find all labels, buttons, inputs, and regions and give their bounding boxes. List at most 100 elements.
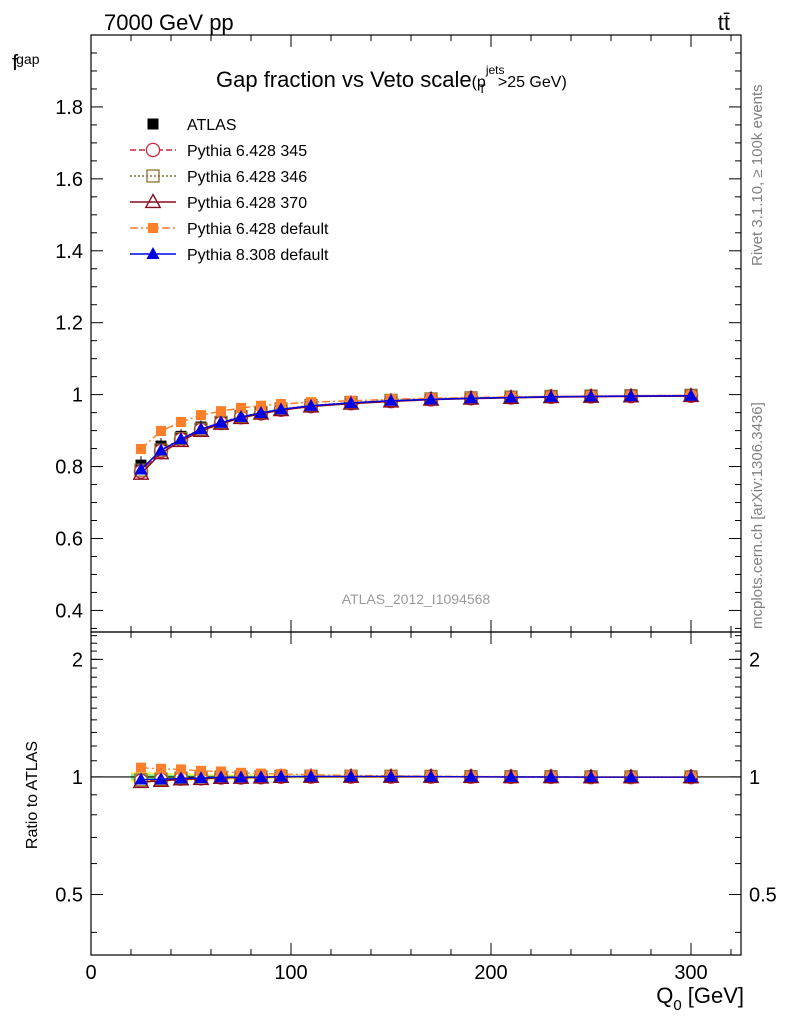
ratio-point <box>154 772 168 785</box>
ratio-point <box>544 769 558 782</box>
ratio-point <box>194 771 208 784</box>
legend-label: ATLAS <box>187 117 237 134</box>
series-point <box>155 425 167 437</box>
chart-title: Gap fraction vs Veto scale(pjets T >25 GeV… <box>216 63 567 96</box>
main-plot-panel: 0.4 0.6 0.8 1 1.2 1.4 1.6 1.8 <box>55 34 742 955</box>
ratio-tick-label-left: 0.5 <box>55 885 83 907</box>
ratio-point <box>624 770 638 783</box>
series-point <box>135 443 147 454</box>
series-point <box>304 398 318 411</box>
ratio-point <box>155 763 167 774</box>
ratio-plot-frame <box>90 631 742 956</box>
series-point <box>255 400 267 411</box>
ratio-point <box>424 769 438 782</box>
legend-label: Pythia 6.428 default <box>187 221 329 238</box>
series-point <box>424 392 438 405</box>
header-right: tt̄ <box>718 10 730 35</box>
rivet-info: Rivet 3.1.10, ≥ 100k events <box>749 84 766 266</box>
legend-marker <box>145 142 161 158</box>
ratio-series-pythia-8-308-default <box>134 769 698 785</box>
legend: ATLAS Pythia 6.428 345 Pythia 6.428 346 Pyt… <box>130 117 329 264</box>
series-point <box>134 462 148 475</box>
series-point <box>195 410 207 421</box>
ratio-point <box>214 770 228 783</box>
series-point <box>464 391 478 404</box>
ratio-plot-panel: 0 100 200 300 0.5 0.5 1 1 2 2 <box>55 631 777 984</box>
legend-item-pythia-6-428-345: Pythia 6.428 345 <box>130 142 307 160</box>
ratio-point <box>135 762 147 773</box>
series-pythia-6-428-345 <box>133 388 699 479</box>
ratio-tick-label-right: 0.5 <box>749 885 777 907</box>
ratio-y-axis-label: Ratio to ATLAS <box>24 741 41 849</box>
series-point <box>234 409 248 422</box>
x-tick-label: 300 <box>674 962 707 984</box>
series-point <box>235 402 247 413</box>
y-tick-label: 1.4 <box>55 241 83 263</box>
legend-label: Pythia 6.428 370 <box>187 195 307 212</box>
legend-marker <box>147 222 159 234</box>
series-point <box>214 415 228 428</box>
y-tick-label: 0.6 <box>55 528 83 550</box>
legend-marker <box>144 193 162 209</box>
legend-marker <box>146 247 160 260</box>
series-point <box>584 389 598 402</box>
series-point <box>544 389 558 402</box>
series-point <box>624 389 638 402</box>
series-point <box>174 432 188 445</box>
analysis-id: ATLAS_2012_I1094568 <box>342 591 491 607</box>
ratio-point <box>344 769 358 782</box>
series-point <box>274 402 288 415</box>
legend-item-pythia-6-428-346: Pythia 6.428 346 <box>130 169 307 186</box>
legend-item-pythia-6-428-default: Pythia 6.428 default <box>130 221 329 238</box>
legend-label: Pythia 6.428 346 <box>187 169 307 186</box>
series-atlas-data <box>135 389 697 475</box>
x-tick-label: 100 <box>274 962 307 984</box>
series-point <box>504 390 518 403</box>
series-point <box>194 422 208 435</box>
ratio-point <box>134 772 148 785</box>
y-axis-label: fgap <box>12 50 40 75</box>
y-tick-label: 1.2 <box>55 313 83 335</box>
legend-item-atlas: ATLAS <box>147 117 237 134</box>
y-tick-label: 1.6 <box>55 169 83 191</box>
ratio-point <box>684 770 698 783</box>
y-tick-label: 0.8 <box>55 457 83 479</box>
series-pythia-6-428-346 <box>134 388 698 477</box>
legend-label: Pythia 6.428 345 <box>187 143 307 160</box>
ratio-point <box>274 769 288 782</box>
ratio-point <box>304 769 318 782</box>
x-tick-label: 200 <box>474 962 507 984</box>
ratio-point <box>584 770 598 783</box>
legend-label: Pythia 8.308 default <box>187 247 329 264</box>
ratio-point <box>464 769 478 782</box>
ratio-point <box>195 765 207 776</box>
ratio-point <box>175 764 187 775</box>
series-point <box>154 443 168 456</box>
y-tick-label: 0.4 <box>55 600 83 622</box>
mcplots-info: mcplots.cern.ch [arXiv:1306.3436] <box>749 402 766 629</box>
series-point <box>254 406 268 419</box>
legend-marker <box>146 169 160 183</box>
series-point <box>384 393 398 406</box>
ratio-tick-label-right: 1 <box>749 767 760 789</box>
series-point <box>344 395 358 408</box>
legend-marker <box>147 118 159 130</box>
ratio-point <box>384 769 398 782</box>
ratio-tick-label-left: 2 <box>72 649 83 671</box>
legend-item-pythia-6-428-370: Pythia 6.428 370 <box>130 193 307 212</box>
series-point <box>684 388 698 401</box>
y-tick-label: 1 <box>72 385 83 407</box>
x-tick-label: 0 <box>85 962 96 984</box>
header-left: 7000 GeV pp <box>104 10 234 35</box>
ratio-tick-label-left: 1 <box>72 767 83 789</box>
series-point <box>175 416 187 428</box>
ratio-tick-label-right: 2 <box>749 649 760 671</box>
x-axis-label: Q0 [GeV] <box>656 983 744 1014</box>
series-pythia-6-428-370 <box>132 387 700 480</box>
series-pythia-8-308-default <box>134 388 698 475</box>
ratio-point <box>254 770 268 783</box>
ratio-point <box>234 770 248 783</box>
ratio-point <box>174 771 188 784</box>
series-point <box>215 406 227 417</box>
